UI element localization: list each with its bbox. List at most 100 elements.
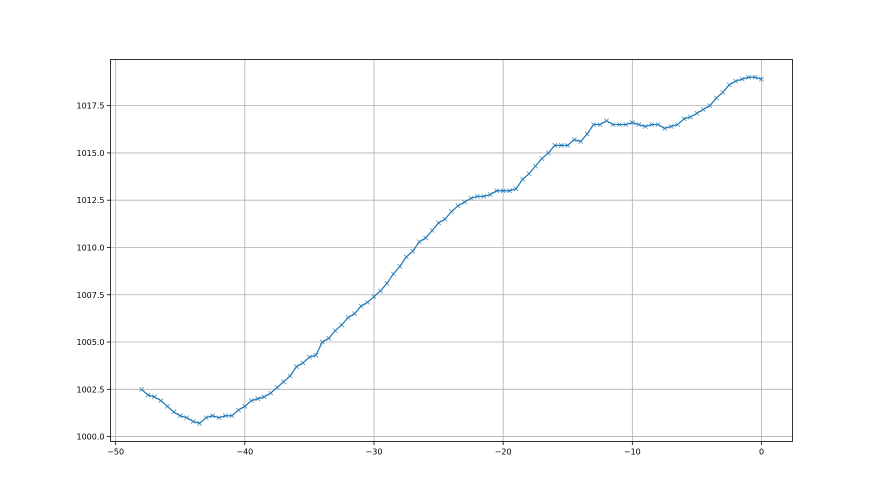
data-point-marker <box>513 186 519 192</box>
marker-stroke <box>636 122 642 128</box>
data-point-marker <box>210 413 216 419</box>
data-point-marker <box>384 280 390 286</box>
data-point-marker <box>642 123 648 129</box>
data-point-marker <box>145 392 151 398</box>
x-tick-label: −20 <box>495 448 512 457</box>
marker-stroke <box>235 407 241 413</box>
data-point-marker <box>339 322 345 328</box>
marker-stroke <box>145 392 151 398</box>
marker-stroke <box>752 74 758 80</box>
data-point-marker <box>294 364 299 370</box>
data-point-marker <box>494 188 500 194</box>
data-point-marker <box>649 122 655 128</box>
marker-stroke <box>151 394 157 400</box>
marker-stroke <box>313 352 319 358</box>
data-point-marker <box>377 288 383 294</box>
marker-stroke <box>545 150 551 156</box>
y-tick-label: 1007.5 <box>77 291 105 300</box>
data-point-marker <box>565 142 571 148</box>
marker-stroke <box>294 364 299 370</box>
marker-stroke <box>177 413 183 419</box>
data-point-marker <box>468 195 474 201</box>
marker-stroke <box>455 203 461 209</box>
marker-stroke <box>326 335 332 341</box>
marker-stroke <box>397 263 403 269</box>
y-tick-label: 1000.0 <box>77 433 105 442</box>
marker-stroke <box>597 122 603 128</box>
marker-stroke <box>759 76 764 82</box>
data-point-marker <box>526 171 532 177</box>
plot-frame <box>110 59 793 442</box>
marker-stroke <box>229 413 235 419</box>
marker-stroke <box>255 396 261 402</box>
marker-stroke <box>539 156 545 162</box>
marker-stroke <box>197 420 203 426</box>
data-point-marker <box>442 216 448 222</box>
data-point-marker <box>410 248 416 254</box>
marker-stroke <box>442 216 448 222</box>
marker-stroke <box>642 123 648 129</box>
data-point-marker <box>707 103 713 109</box>
data-point-marker <box>197 420 203 426</box>
data-point-marker <box>449 209 454 215</box>
marker-stroke <box>571 137 577 143</box>
y-tick-label: 1005.0 <box>77 338 105 347</box>
data-point-marker <box>713 95 719 101</box>
data-point-marker <box>597 122 603 128</box>
data-point-marker <box>222 413 228 419</box>
marker-stroke <box>507 188 513 194</box>
marker-stroke <box>268 390 274 396</box>
marker-stroke <box>371 294 377 300</box>
data-point-marker <box>306 354 312 360</box>
data-point-marker <box>623 122 629 128</box>
marker-stroke <box>655 122 661 128</box>
marker-stroke <box>584 131 590 137</box>
marker-stroke <box>610 122 616 128</box>
data-point-marker <box>545 150 551 156</box>
marker-stroke <box>694 110 700 116</box>
marker-stroke <box>242 403 248 409</box>
marker-stroke <box>390 271 396 277</box>
marker-stroke <box>436 220 442 226</box>
data-point-marker <box>733 78 739 84</box>
marker-stroke <box>720 89 726 95</box>
data-point-marker <box>255 396 261 402</box>
marker-stroke <box>449 209 454 215</box>
data-point-marker <box>720 89 726 95</box>
data-point-marker <box>229 413 235 419</box>
data-point-marker <box>164 403 170 409</box>
data-point-marker <box>139 386 144 392</box>
marker-stroke <box>468 195 474 201</box>
data-point-marker <box>507 188 513 194</box>
data-point-marker <box>177 413 183 419</box>
data-point-marker <box>416 239 422 245</box>
marker-stroke <box>623 122 629 128</box>
data-point-marker <box>726 82 732 88</box>
data-point-marker <box>687 114 693 120</box>
marker-stroke <box>306 354 312 360</box>
marker-stroke <box>604 118 609 124</box>
data-point-marker <box>487 192 493 198</box>
data-point-marker <box>558 142 564 148</box>
marker-stroke <box>345 314 351 320</box>
data-point-marker <box>759 76 764 82</box>
marker-stroke <box>300 360 306 366</box>
data-point-marker <box>584 131 590 137</box>
marker-stroke <box>171 409 177 415</box>
marker-stroke <box>190 418 196 424</box>
data-point-marker <box>287 373 293 379</box>
data-point-marker <box>675 122 681 128</box>
y-tick-label: 1017.5 <box>77 102 105 111</box>
data-point-marker <box>235 407 241 413</box>
data-point-marker <box>326 335 332 341</box>
marker-stroke <box>352 311 358 317</box>
data-point-marker <box>578 139 584 145</box>
data-point-marker <box>274 384 280 390</box>
marker-stroke <box>739 76 745 82</box>
data-point-marker <box>539 156 545 162</box>
marker-stroke <box>487 192 493 198</box>
marker-stroke <box>474 193 480 199</box>
data-point-marker <box>681 116 687 122</box>
data-point-marker <box>352 311 358 317</box>
